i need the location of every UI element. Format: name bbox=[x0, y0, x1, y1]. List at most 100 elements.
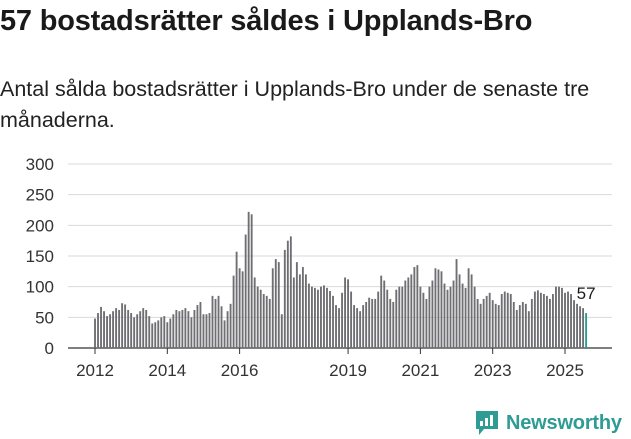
bar bbox=[205, 314, 208, 348]
bar bbox=[479, 303, 482, 348]
bar bbox=[148, 316, 151, 348]
bar bbox=[338, 308, 340, 348]
bar bbox=[530, 298, 533, 348]
bar bbox=[470, 274, 473, 348]
bar bbox=[545, 295, 548, 348]
bar bbox=[232, 275, 235, 348]
bar bbox=[368, 297, 371, 348]
bar bbox=[286, 240, 289, 348]
bar bbox=[136, 314, 139, 348]
bar bbox=[175, 309, 178, 348]
bar bbox=[365, 302, 368, 348]
bar bbox=[271, 268, 274, 348]
bar bbox=[533, 291, 536, 348]
bar bbox=[220, 306, 223, 348]
bar bbox=[416, 265, 419, 348]
bar bbox=[515, 309, 518, 348]
y-tick-label: 50 bbox=[35, 308, 54, 327]
bar bbox=[503, 291, 506, 348]
bar bbox=[217, 295, 220, 348]
bar bbox=[163, 316, 166, 348]
bar bbox=[431, 280, 434, 348]
bar bbox=[401, 286, 404, 348]
bar bbox=[323, 285, 325, 348]
bar bbox=[301, 267, 304, 348]
bar bbox=[374, 298, 377, 348]
bar bbox=[145, 309, 148, 348]
annotations: 57 bbox=[577, 284, 596, 303]
bar bbox=[461, 283, 464, 348]
x-tick-label: 2014 bbox=[148, 361, 186, 380]
bar bbox=[552, 294, 554, 348]
bar bbox=[97, 313, 99, 348]
bar bbox=[274, 259, 277, 348]
bar bbox=[115, 308, 118, 348]
bar bbox=[250, 214, 253, 348]
bar bbox=[190, 317, 193, 348]
bar bbox=[383, 280, 386, 348]
bar bbox=[389, 298, 392, 348]
y-tick-label: 200 bbox=[26, 216, 54, 235]
bar bbox=[464, 287, 467, 348]
bar bbox=[410, 274, 413, 348]
bar bbox=[329, 290, 331, 348]
bar bbox=[103, 311, 105, 348]
bar bbox=[100, 306, 102, 348]
bar bbox=[494, 303, 497, 348]
bar bbox=[521, 302, 524, 348]
bar bbox=[106, 316, 108, 348]
bar bbox=[295, 262, 298, 348]
y-tick-label: 100 bbox=[26, 278, 54, 297]
bar bbox=[476, 298, 479, 348]
bar bbox=[512, 302, 515, 348]
bar bbox=[404, 280, 407, 348]
bar bbox=[395, 289, 398, 348]
y-tick-label: 250 bbox=[26, 186, 54, 205]
bar bbox=[458, 274, 461, 348]
chart-subtitle: Antal sålda bostadsrätter i Upplands-Bro… bbox=[0, 77, 590, 132]
bar bbox=[356, 308, 359, 348]
x-tick-label: 2025 bbox=[546, 361, 584, 380]
bar bbox=[542, 294, 545, 348]
bar bbox=[241, 271, 244, 348]
bar bbox=[142, 308, 145, 348]
bar bbox=[446, 289, 449, 348]
bar bbox=[208, 313, 211, 348]
bar bbox=[283, 249, 286, 348]
bar bbox=[443, 283, 446, 348]
bar bbox=[485, 295, 488, 348]
bar bbox=[509, 294, 512, 348]
bar bbox=[238, 268, 241, 348]
y-axis-ticks: 0 50 100 150 200 250 300 bbox=[26, 155, 54, 358]
bar bbox=[292, 277, 295, 348]
bar bbox=[392, 302, 395, 348]
bar bbox=[359, 311, 362, 348]
page-title: 57 bostadsrätter såldes i Upplands-Bro bbox=[0, 5, 533, 37]
bar bbox=[265, 295, 268, 348]
newsworthy-brand: Newsworthy bbox=[474, 408, 622, 438]
bar bbox=[362, 305, 365, 348]
bar bbox=[289, 236, 292, 348]
bar bbox=[497, 305, 500, 348]
bar bbox=[166, 322, 169, 348]
bar bbox=[320, 286, 322, 348]
bar bbox=[455, 259, 458, 348]
bar bbox=[347, 279, 350, 348]
bar bbox=[425, 298, 428, 348]
bar bbox=[298, 274, 301, 348]
bar bbox=[428, 286, 431, 348]
bar bbox=[579, 306, 581, 348]
bar bbox=[398, 286, 401, 348]
x-tick-label: 2023 bbox=[474, 361, 512, 380]
bar bbox=[527, 311, 530, 348]
x-tick-label: 2021 bbox=[401, 361, 439, 380]
bar bbox=[133, 317, 136, 348]
bar bbox=[567, 291, 569, 348]
brand-name: Newsworthy bbox=[506, 411, 622, 434]
bar bbox=[229, 303, 232, 348]
bar bbox=[353, 305, 356, 348]
y-tick-label: 150 bbox=[26, 247, 54, 266]
bar bbox=[109, 314, 111, 348]
bar bbox=[262, 294, 265, 348]
bar bbox=[280, 314, 283, 348]
